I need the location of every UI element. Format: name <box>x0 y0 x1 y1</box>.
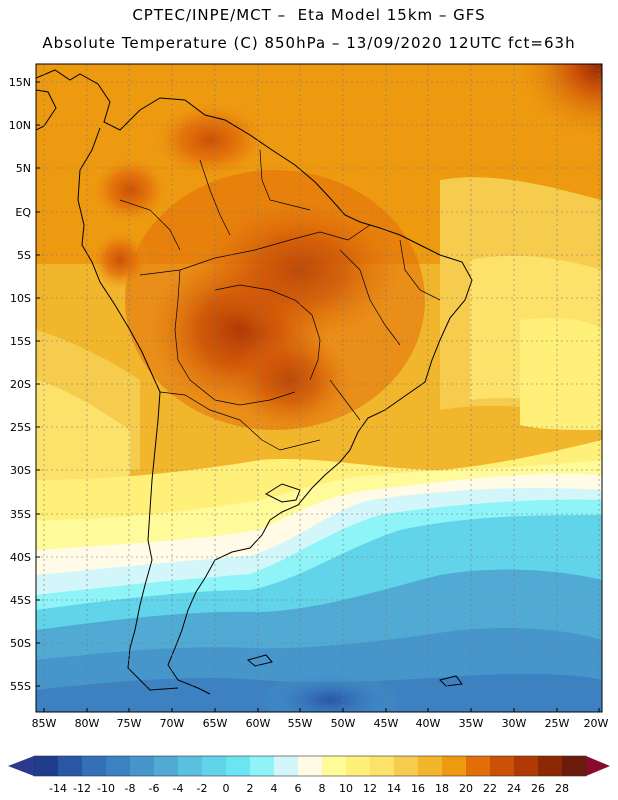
legend-swatch <box>154 756 179 776</box>
legend-swatch <box>490 756 515 776</box>
legend-swatch <box>202 756 227 776</box>
legend-swatch <box>130 756 155 776</box>
legend-swatch <box>106 756 131 776</box>
lat-label: 10N <box>9 119 31 132</box>
legend-label: -14 <box>49 782 67 795</box>
temperature-map: 15N 10N 5N EQ 5S 10S 15S 20S 25S 30S 35S… <box>9 63 609 730</box>
legend-label: 22 <box>483 782 497 795</box>
political-borders <box>119 149 441 451</box>
legend-swatch <box>370 756 395 776</box>
lon-label: 30W <box>502 717 527 730</box>
lat-lon-grid <box>36 64 602 712</box>
lon-label: 60W <box>246 717 271 730</box>
legend-label: 8 <box>319 782 326 795</box>
lon-label: 50W <box>331 717 356 730</box>
color-legend: -14 -12 -10 -8 -6 -4 -2 0 2 4 6 8 10 12 14 16 18 20 22 24 26… <box>8 755 610 795</box>
legend-swatch <box>226 756 251 776</box>
legend-over-arrow <box>586 756 610 776</box>
longitude-labels: 85W 80W 75W 70W 65W 60W 55W 50W 45W 40W … <box>32 717 609 730</box>
legend-label: 0 <box>223 782 230 795</box>
legend-label: 24 <box>507 782 521 795</box>
lon-label: 75W <box>117 717 142 730</box>
legend-label: 20 <box>459 782 473 795</box>
legend-label: 2 <box>247 782 254 795</box>
lon-label: 45W <box>374 717 399 730</box>
map-subtitle: Absolute Temperature (C) 850hPa – 13/09/… <box>42 34 576 52</box>
lon-label: 55W <box>288 717 313 730</box>
legend-label: 28 <box>555 782 569 795</box>
lat-label: 5S <box>17 249 31 262</box>
legend-swatch <box>58 756 83 776</box>
lat-label: 35S <box>10 508 31 521</box>
legend-swatch <box>514 756 539 776</box>
lon-label: 85W <box>32 717 57 730</box>
plot-frame <box>35 63 603 713</box>
legend-swatch <box>442 756 467 776</box>
legend-swatch <box>250 756 275 776</box>
legend-swatch <box>34 756 59 776</box>
lat-label: 50S <box>10 637 31 650</box>
legend-label: -10 <box>97 782 115 795</box>
lat-label: 45S <box>10 594 31 607</box>
legend-swatch <box>394 756 419 776</box>
legend-label: -8 <box>125 782 136 795</box>
legend-label: -4 <box>173 782 184 795</box>
legend-swatch <box>538 756 563 776</box>
legend-label: 4 <box>271 782 278 795</box>
legend-label: 14 <box>387 782 401 795</box>
legend-swatch <box>298 756 323 776</box>
lat-label: EQ <box>15 206 31 219</box>
legend-labels: -14 -12 -10 -8 -6 -4 -2 0 2 4 6 8 10 12 14 16 18 20 22 24 26… <box>49 782 569 795</box>
lat-label: 30S <box>10 464 31 477</box>
map-title: CPTEC/INPE/MCT – Eta Model 15km – GFS <box>132 6 486 24</box>
lon-label: 65W <box>203 717 228 730</box>
legend-label: 26 <box>531 782 545 795</box>
lon-label: 35W <box>459 717 484 730</box>
legend-swatches <box>33 755 587 777</box>
legend-label: 16 <box>411 782 425 795</box>
legend-swatch <box>346 756 371 776</box>
axis-ticks <box>36 81 600 712</box>
lat-label: 55S <box>10 680 31 693</box>
lat-label: 15S <box>10 335 31 348</box>
lon-label: 20W <box>584 717 609 730</box>
legend-swatch <box>274 756 299 776</box>
legend-label: -12 <box>73 782 91 795</box>
lon-label: 80W <box>75 717 100 730</box>
legend-swatch <box>466 756 491 776</box>
lat-label: 20S <box>10 378 31 391</box>
latitude-labels: 15N 10N 5N EQ 5S 10S 15S 20S 25S 30S 35S… <box>9 76 32 693</box>
lat-label: 15N <box>9 76 31 89</box>
lon-label: 70W <box>160 717 185 730</box>
lat-label: 40S <box>10 551 31 564</box>
lat-label: 25S <box>10 421 31 434</box>
lon-label: 25W <box>545 717 570 730</box>
legend-swatch <box>178 756 203 776</box>
lat-label: 5N <box>16 162 31 175</box>
lat-label: 10S <box>10 292 31 305</box>
temperature-field <box>36 64 602 712</box>
legend-label: 10 <box>339 782 353 795</box>
legend-swatch <box>82 756 107 776</box>
legend-label: 12 <box>363 782 377 795</box>
lon-label: 40W <box>416 717 441 730</box>
legend-swatch <box>322 756 347 776</box>
legend-label: 6 <box>295 782 302 795</box>
legend-label: -6 <box>149 782 160 795</box>
legend-swatch <box>562 756 587 776</box>
legend-swatch <box>418 756 443 776</box>
legend-under-arrow <box>8 756 34 776</box>
legend-label: -2 <box>197 782 208 795</box>
legend-label: 18 <box>435 782 449 795</box>
